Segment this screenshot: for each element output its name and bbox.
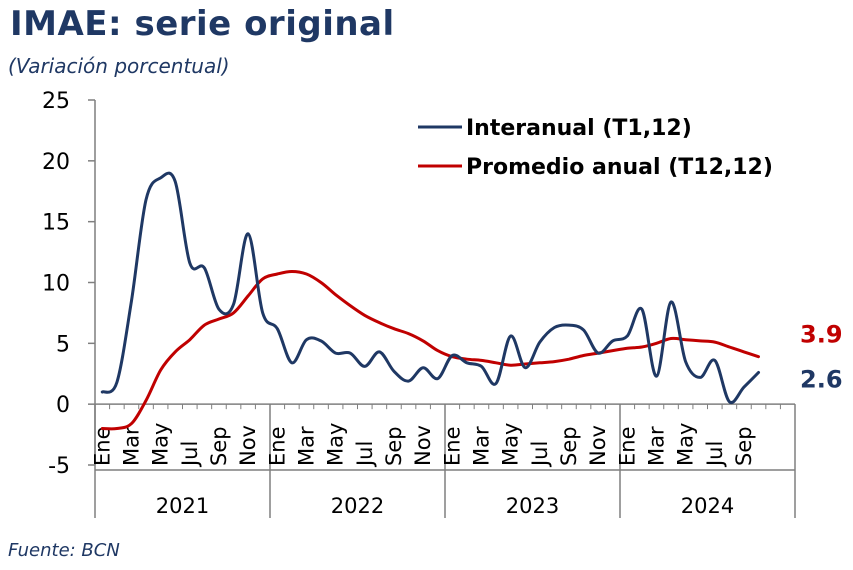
x-tick-label: Sep (207, 426, 231, 466)
legend-label: Promedio anual (T12,12) (466, 155, 773, 180)
year-label: 2023 (506, 494, 559, 518)
x-tick-label: Mar (119, 426, 143, 466)
x-tick-label: Nov (236, 425, 260, 466)
chart-subtitle: (Variación porcentual) (8, 54, 230, 78)
y-tick-label: 10 (42, 272, 70, 297)
y-tick-label: 20 (42, 150, 70, 175)
y-tick-label: 5 (56, 332, 70, 357)
y-tick-label: 25 (42, 89, 70, 114)
x-tick-label: Jul (178, 441, 202, 468)
x-tick-label: May (674, 423, 698, 466)
chart-legend: Interanual (T1,12) Promedio anual (T12,12… (418, 116, 773, 180)
year-label: 2021 (156, 494, 209, 518)
x-tick-label: Sep (732, 426, 756, 466)
y-tick-label: 0 (56, 393, 70, 418)
x-tick-label: Mar (294, 426, 318, 466)
series-layer (100, 171, 760, 431)
legend-label: Interanual (T1,12) (466, 116, 692, 141)
x-tick-label: Ene (615, 427, 639, 467)
end-labels: 2.6 3.9 (800, 321, 843, 394)
x-tick-label: Jul (353, 441, 377, 468)
year-label: 2022 (331, 494, 384, 518)
y-tick-label: -5 (48, 454, 70, 479)
x-tick-label: Ene (440, 427, 464, 467)
x-tick-label: May (499, 423, 523, 466)
x-tick-label: Mar (644, 426, 668, 466)
series-end-label: 3.9 (800, 321, 843, 349)
x-tick-label: Nov (586, 425, 610, 466)
x-tick-label: Sep (382, 426, 406, 466)
x-tick-label: Nov (411, 425, 435, 466)
x-tick-label: Jul (703, 441, 727, 468)
x-tick-label: Ene (90, 427, 114, 467)
y-tick-label: 15 (42, 211, 70, 236)
source-note: Fuente: BCN (8, 540, 120, 561)
series-line-interanual (100, 171, 760, 405)
series-end-label: 2.6 (800, 366, 843, 394)
page-title: IMAE: serie original (10, 4, 395, 44)
x-tick-label: May (324, 423, 348, 466)
x-tick-label: Ene (265, 427, 289, 467)
year-label: 2024 (681, 494, 734, 518)
x-tick-label: Jul (528, 441, 552, 468)
x-tick-label: Sep (557, 426, 581, 466)
x-tick-label: May (149, 423, 173, 466)
x-tick-label: Mar (469, 426, 493, 466)
